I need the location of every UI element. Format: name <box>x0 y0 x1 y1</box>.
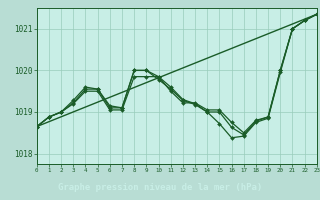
Text: Graphe pression niveau de la mer (hPa): Graphe pression niveau de la mer (hPa) <box>58 183 262 192</box>
